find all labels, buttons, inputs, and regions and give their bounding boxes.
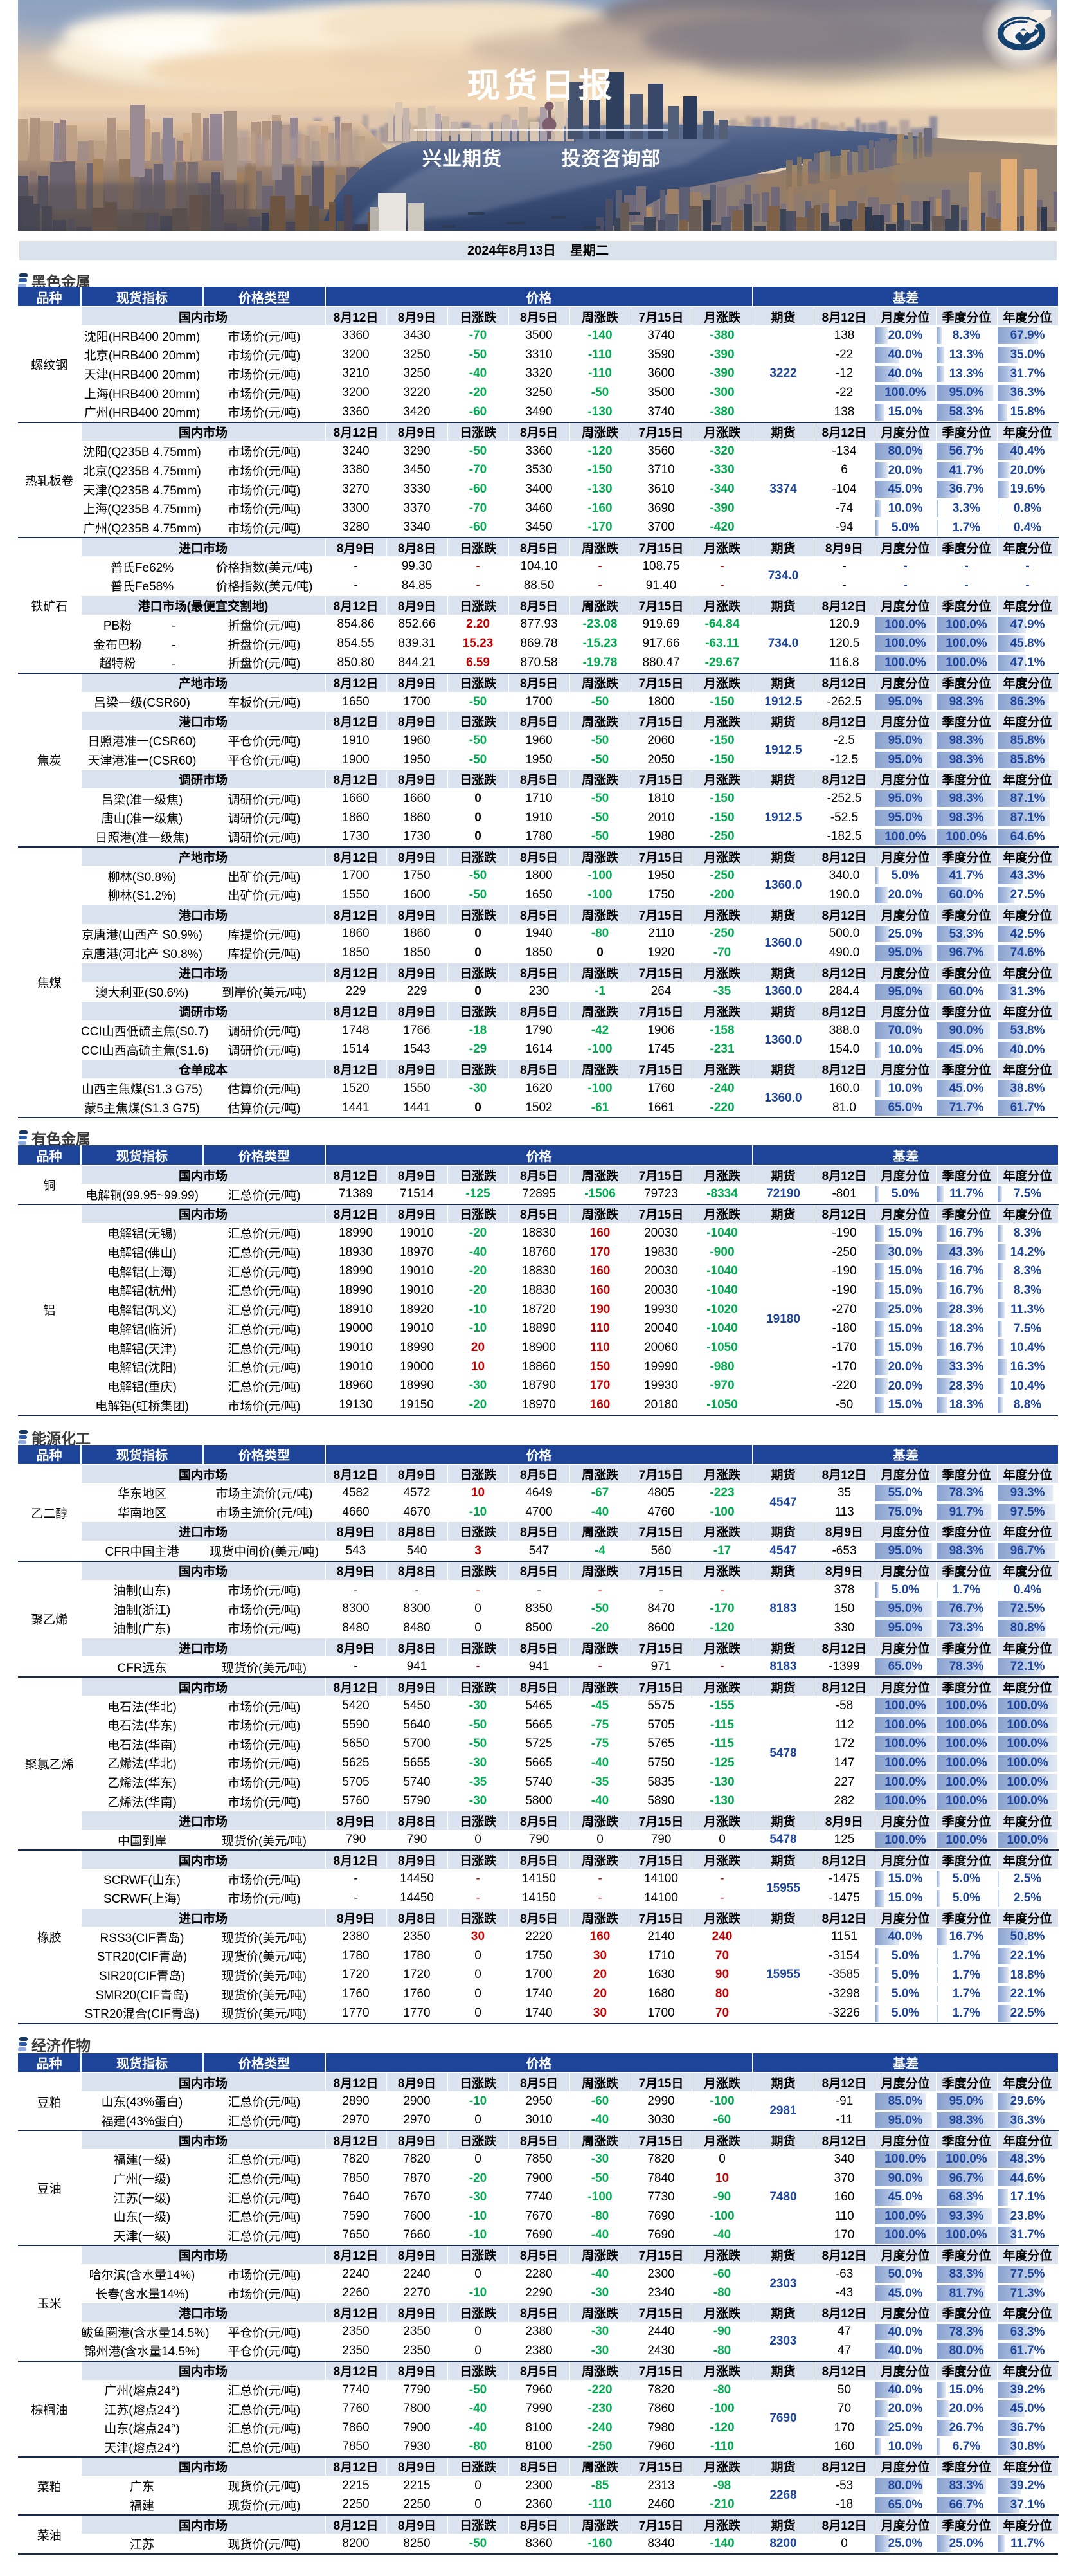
svg-text:投资咨询部: 投资咨询部 <box>562 148 661 170</box>
svg-text:现货日报: 现货日报 <box>467 68 616 105</box>
svg-text:兴业期货: 兴业期货 <box>422 148 502 170</box>
